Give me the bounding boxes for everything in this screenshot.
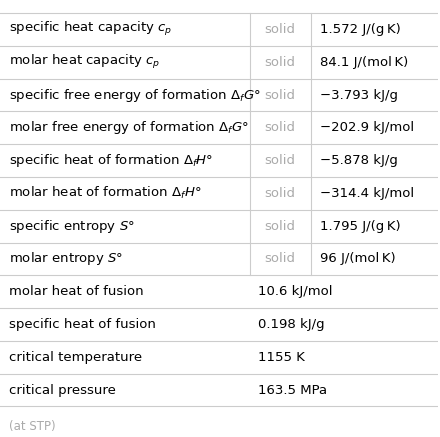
- Text: molar heat capacity $c_p$: molar heat capacity $c_p$: [9, 53, 160, 71]
- Text: 96 J/(mol K): 96 J/(mol K): [320, 253, 395, 265]
- Text: solid: solid: [265, 56, 296, 69]
- Text: specific heat capacity $c_p$: specific heat capacity $c_p$: [9, 21, 172, 38]
- Text: critical pressure: critical pressure: [9, 384, 116, 396]
- Text: −5.878 kJ/g: −5.878 kJ/g: [320, 154, 398, 167]
- Text: solid: solid: [265, 154, 296, 167]
- Text: specific heat of fusion: specific heat of fusion: [9, 318, 156, 331]
- Text: solid: solid: [265, 253, 296, 265]
- Text: 163.5 MPa: 163.5 MPa: [258, 384, 327, 396]
- Text: solid: solid: [265, 121, 296, 134]
- Text: 1155 K: 1155 K: [258, 351, 305, 364]
- Text: 0.198 kJ/g: 0.198 kJ/g: [258, 318, 325, 331]
- Text: 1.572 J/(g K): 1.572 J/(g K): [320, 23, 400, 36]
- Text: molar entropy $S°$: molar entropy $S°$: [9, 250, 123, 267]
- Text: (at STP): (at STP): [9, 420, 55, 433]
- Text: −202.9 kJ/mol: −202.9 kJ/mol: [320, 121, 414, 134]
- Text: specific entropy $S°$: specific entropy $S°$: [9, 218, 135, 235]
- Text: 1.795 J/(g K): 1.795 J/(g K): [320, 220, 400, 232]
- Text: critical temperature: critical temperature: [9, 351, 142, 364]
- Text: specific heat of formation $\Delta_f H°$: specific heat of formation $\Delta_f H°$: [9, 152, 213, 169]
- Text: −314.4 kJ/mol: −314.4 kJ/mol: [320, 187, 414, 200]
- Text: molar free energy of formation $\Delta_f G°$: molar free energy of formation $\Delta_f…: [9, 119, 249, 136]
- Text: molar heat of formation $\Delta_f H°$: molar heat of formation $\Delta_f H°$: [9, 185, 201, 201]
- Text: 84.1 J/(mol K): 84.1 J/(mol K): [320, 56, 408, 69]
- Text: solid: solid: [265, 89, 296, 101]
- Text: specific free energy of formation $\Delta_f G°$: specific free energy of formation $\Delt…: [9, 87, 260, 104]
- Text: solid: solid: [265, 220, 296, 232]
- Text: solid: solid: [265, 23, 296, 36]
- Text: molar heat of fusion: molar heat of fusion: [9, 285, 143, 298]
- Text: solid: solid: [265, 187, 296, 200]
- Text: 10.6 kJ/mol: 10.6 kJ/mol: [258, 285, 333, 298]
- Text: −3.793 kJ/g: −3.793 kJ/g: [320, 89, 398, 101]
